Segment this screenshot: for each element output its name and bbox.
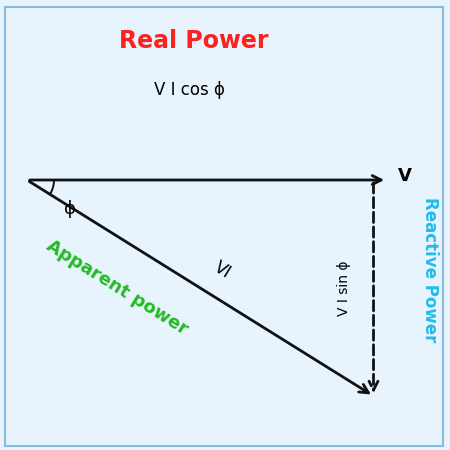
- Text: Apparent power: Apparent power: [43, 237, 191, 339]
- Text: V I cos ϕ: V I cos ϕ: [153, 81, 225, 99]
- Text: VI: VI: [211, 258, 234, 282]
- Text: Real Power: Real Power: [119, 28, 268, 53]
- Text: V I sin ϕ: V I sin ϕ: [337, 260, 351, 316]
- Text: Reactive Power: Reactive Power: [421, 197, 439, 343]
- Text: V: V: [398, 167, 412, 185]
- Text: ϕ: ϕ: [64, 200, 76, 218]
